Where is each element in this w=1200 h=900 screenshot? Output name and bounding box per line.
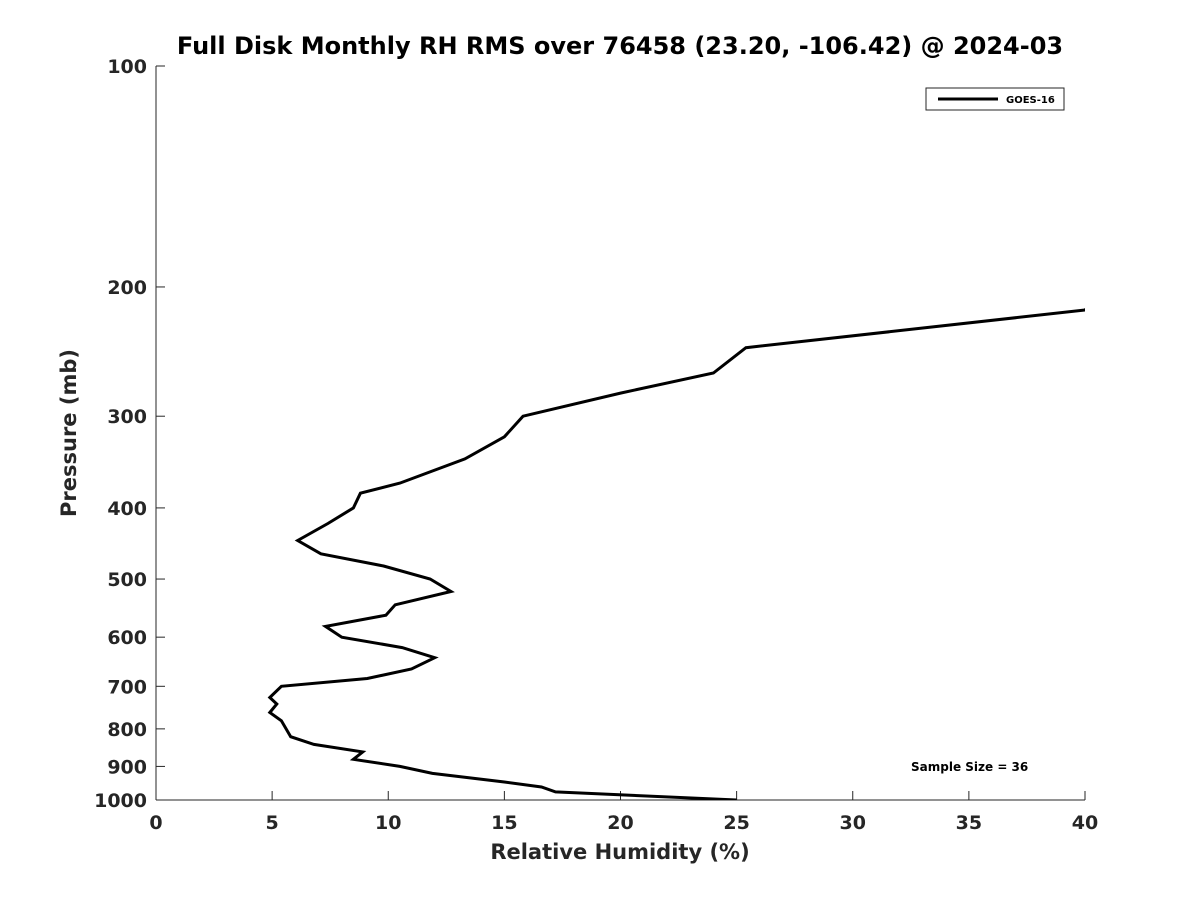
series-group xyxy=(267,307,1085,800)
series-line-goes-16 xyxy=(267,307,1085,800)
chart-title: Full Disk Monthly RH RMS over 76458 (23.… xyxy=(177,32,1063,60)
x-tick-label: 0 xyxy=(149,812,162,834)
y-axis-label: Pressure (mb) xyxy=(57,349,81,517)
y-tick-label: 1000 xyxy=(94,790,147,812)
y-tick-label: 800 xyxy=(107,719,147,741)
x-tick-label: 25 xyxy=(723,812,749,834)
x-tick-label: 30 xyxy=(840,812,866,834)
x-tick-label: 10 xyxy=(375,812,401,834)
y-tick-label: 500 xyxy=(107,569,147,591)
y-tick-label: 300 xyxy=(107,406,147,428)
legend-label: GOES-16 xyxy=(1006,95,1055,106)
y-tick-label: 700 xyxy=(107,676,147,698)
axes: 0 5 10 15 20 25 30 35 40 100 200 300 400 500 600 700 800… xyxy=(94,56,1098,834)
x-tick-label: 40 xyxy=(1072,812,1098,834)
legend: GOES-16 xyxy=(925,87,1065,111)
y-tick-label: 400 xyxy=(107,498,147,520)
x-tick-label: 35 xyxy=(956,812,982,834)
x-tick-label: 5 xyxy=(266,812,279,834)
y-tick-label: 600 xyxy=(107,627,147,649)
x-tick-label: 15 xyxy=(491,812,517,834)
x-axis-label: Relative Humidity (%) xyxy=(490,840,749,864)
x-tick-label: 20 xyxy=(607,812,633,834)
sample-size-annotation: Sample Size = 36 xyxy=(911,760,1028,774)
y-tick-label: 900 xyxy=(107,756,147,778)
y-tick-label: 100 xyxy=(107,56,147,78)
y-tick-label: 200 xyxy=(107,277,147,299)
